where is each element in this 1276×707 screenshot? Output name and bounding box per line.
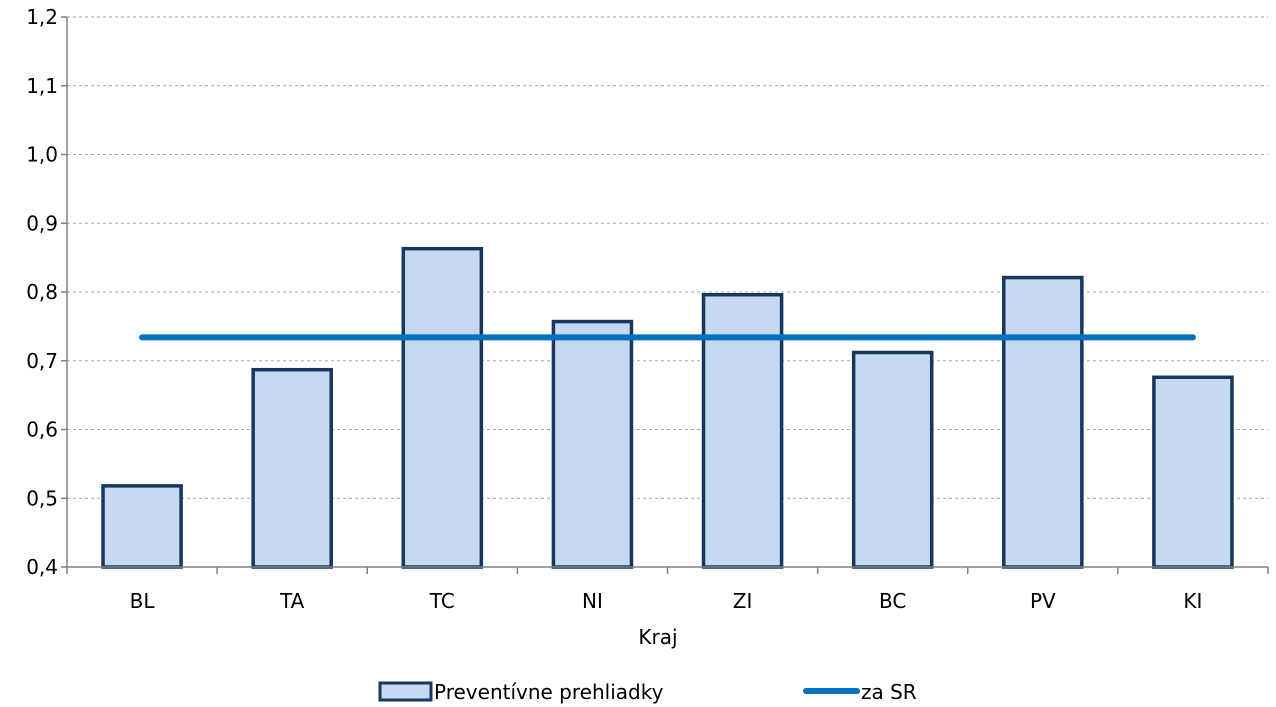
legend-bar-swatch — [378, 681, 433, 702]
x-tick-label: ZI — [733, 589, 753, 613]
y-tick-labels: 0,4 0,5 0,6 0,7 0,8 0,9 1,0 1,1 1,2 — [26, 5, 58, 579]
legend-bar-label: Preventívne prehliadky — [434, 680, 664, 704]
x-tick-labels: BL TA TC NI ZI BC PV KI — [130, 589, 1203, 613]
y-tick-label: 0,8 — [26, 280, 58, 304]
bar-ni — [551, 319, 634, 569]
bar-ta — [251, 367, 333, 569]
y-tick-label: 1,1 — [26, 74, 58, 98]
legend-line-label: za SR — [861, 680, 917, 704]
bar-bc — [851, 350, 934, 569]
grid — [67, 16, 1268, 499]
legend: Preventívne prehliadky za SR — [378, 680, 917, 704]
bar-ki — [1152, 375, 1234, 569]
y-tick-label: 1,2 — [26, 5, 58, 29]
bar-tc — [401, 246, 484, 569]
x-tick-label: BL — [130, 589, 156, 613]
x-axis-title: Kraj — [638, 625, 677, 649]
y-tick-label: 0,5 — [26, 486, 58, 510]
x-tick-label: NI — [582, 589, 603, 613]
y-tick-label: 0,7 — [26, 349, 58, 373]
bars — [101, 246, 1234, 569]
x-tick-label: TC — [429, 589, 455, 613]
x-tick-label: KI — [1183, 589, 1202, 613]
y-tick-label: 0,9 — [26, 211, 58, 235]
bar-bl — [101, 484, 183, 569]
bar-pv — [1002, 275, 1084, 569]
x-tick-label: PV — [1030, 589, 1056, 613]
x-tick-label: TA — [279, 589, 305, 613]
y-tick-label: 0,6 — [26, 418, 58, 442]
x-tick-label: BC — [879, 589, 906, 613]
y-tick-label: 0,4 — [26, 555, 58, 579]
axes — [61, 16, 1269, 574]
y-tick-label: 1,0 — [26, 143, 58, 167]
